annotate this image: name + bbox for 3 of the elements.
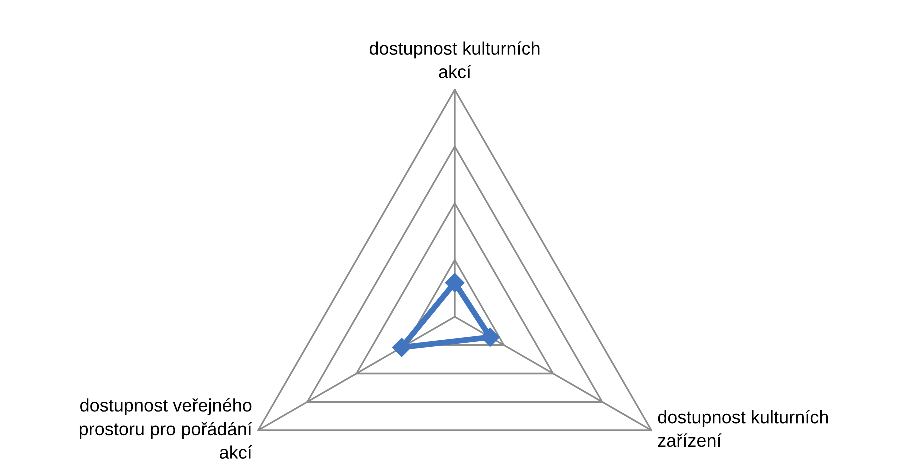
spoke-label: dostupnost kulturních zařízení xyxy=(658,410,828,448)
spoke-label: dostupnost veřejného prostoru pro pořádání akcí xyxy=(80,398,252,459)
spoke-label: dostupnost kulturních akcí xyxy=(370,42,540,78)
